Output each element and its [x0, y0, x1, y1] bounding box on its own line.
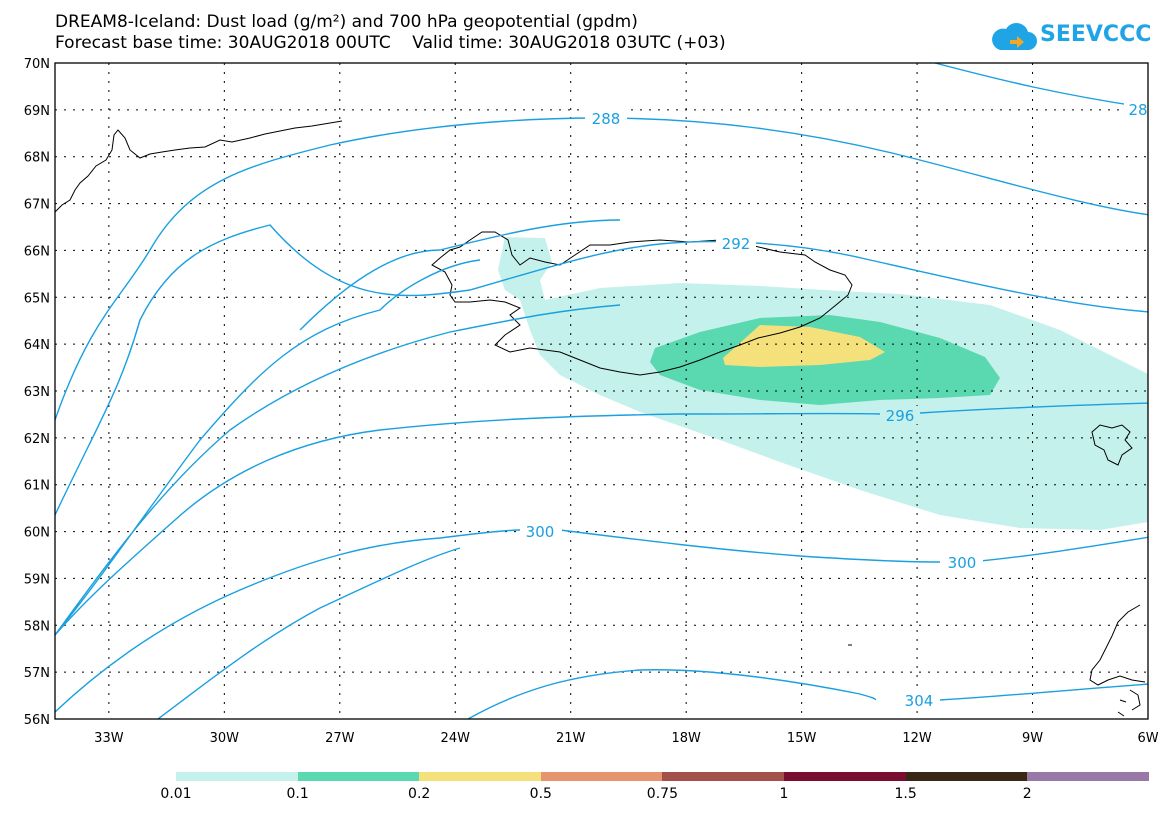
lat-label: 63N	[24, 385, 50, 400]
lon-label: 6W	[1137, 731, 1158, 746]
latitude-labels: 70N 69N 68N 67N 66N 65N 64N 63N 62N 61N 60N 59N 58N 5…	[24, 57, 50, 728]
legend-label: 0.1	[286, 786, 309, 802]
contour-304	[157, 547, 1148, 719]
lon-label: 18W	[671, 731, 701, 746]
longitude-labels: 33W 30W 27W 24W 21W 18W 15W 12W 9W 6W	[94, 731, 1159, 746]
legend-color-box	[540, 772, 663, 781]
contour-label: 300	[526, 523, 555, 541]
legend-color-box	[297, 772, 420, 781]
contour-284	[934, 63, 1148, 109]
lon-label: 24W	[441, 731, 471, 746]
coast-scotland	[1089, 604, 1146, 686]
contour-label: 292	[722, 235, 751, 253]
logo: SEEVCCC	[990, 20, 1155, 54]
legend-label: 1.5	[894, 786, 917, 802]
lat-label: 64N	[24, 338, 50, 353]
lat-label: 69N	[24, 104, 50, 119]
lon-label: 27W	[325, 731, 355, 746]
contour-296b	[55, 402, 1148, 636]
lon-label: 9W	[1022, 731, 1043, 746]
dust-area-0.2	[723, 325, 885, 367]
map-subtitle: Forecast base time: 30AUG2018 00UTC Vali…	[55, 33, 726, 53]
lat-label: 62N	[24, 432, 50, 447]
contour-label: 304	[905, 692, 934, 710]
lon-label: 21W	[556, 731, 586, 746]
legend-label: 0.2	[408, 786, 431, 802]
contour-296	[55, 219, 621, 636]
graticule	[55, 63, 1148, 719]
lat-label: 58N	[24, 619, 50, 634]
legend-label: 0.5	[529, 786, 552, 802]
contour-300	[55, 529, 1148, 713]
lat-label: 61N	[24, 479, 50, 494]
legend-label: 2	[1022, 786, 1032, 802]
contour-292	[55, 224, 1148, 516]
lon-label: 12W	[902, 731, 932, 746]
map-title: DREAM8-Iceland: Dust load (g/m²) and 700…	[55, 12, 638, 32]
coast-islands	[848, 644, 1141, 717]
coast-iceland	[431, 231, 853, 376]
map-frame	[54, 62, 1149, 720]
contour-label: 288	[592, 110, 621, 128]
logo-text: SEEVCCC	[1040, 22, 1152, 47]
legend-label: 0.01	[160, 786, 192, 802]
lat-label: 70N	[24, 57, 50, 72]
contour-label: 28	[1128, 101, 1147, 119]
lon-label: 30W	[210, 731, 240, 746]
lat-label: 60N	[24, 526, 50, 541]
contour-labels: 288 28 292 296 300 300 304	[520, 100, 1154, 710]
lat-label: 65N	[24, 291, 50, 306]
lat-label: 59N	[24, 572, 50, 587]
lat-label: 68N	[24, 151, 50, 166]
lat-label: 67N	[24, 198, 50, 213]
contour-288	[55, 117, 1148, 421]
contour-label: 300	[948, 554, 977, 572]
legend-color-box	[419, 772, 542, 781]
dust-field	[498, 237, 1148, 530]
lon-label: 15W	[787, 731, 817, 746]
legend-label: 0.75	[646, 786, 678, 802]
legend-label: 1	[779, 786, 789, 802]
legend-color-box	[662, 772, 785, 781]
cloud-icon	[992, 23, 1037, 50]
geopotential-contours	[55, 63, 1148, 719]
legend-color-box	[905, 772, 1028, 781]
legend-color-box	[176, 772, 299, 781]
legend-color-box	[1027, 772, 1150, 781]
legend-color-box	[784, 772, 907, 781]
coast-greenland	[55, 120, 343, 213]
lat-label: 56N	[24, 713, 50, 728]
coast-faroe	[1091, 424, 1133, 466]
contour-label: 296	[886, 407, 915, 425]
lat-label: 57N	[24, 666, 50, 681]
lat-label: 66N	[24, 244, 50, 259]
lon-label: 33W	[94, 731, 124, 746]
coastlines	[55, 120, 1146, 717]
